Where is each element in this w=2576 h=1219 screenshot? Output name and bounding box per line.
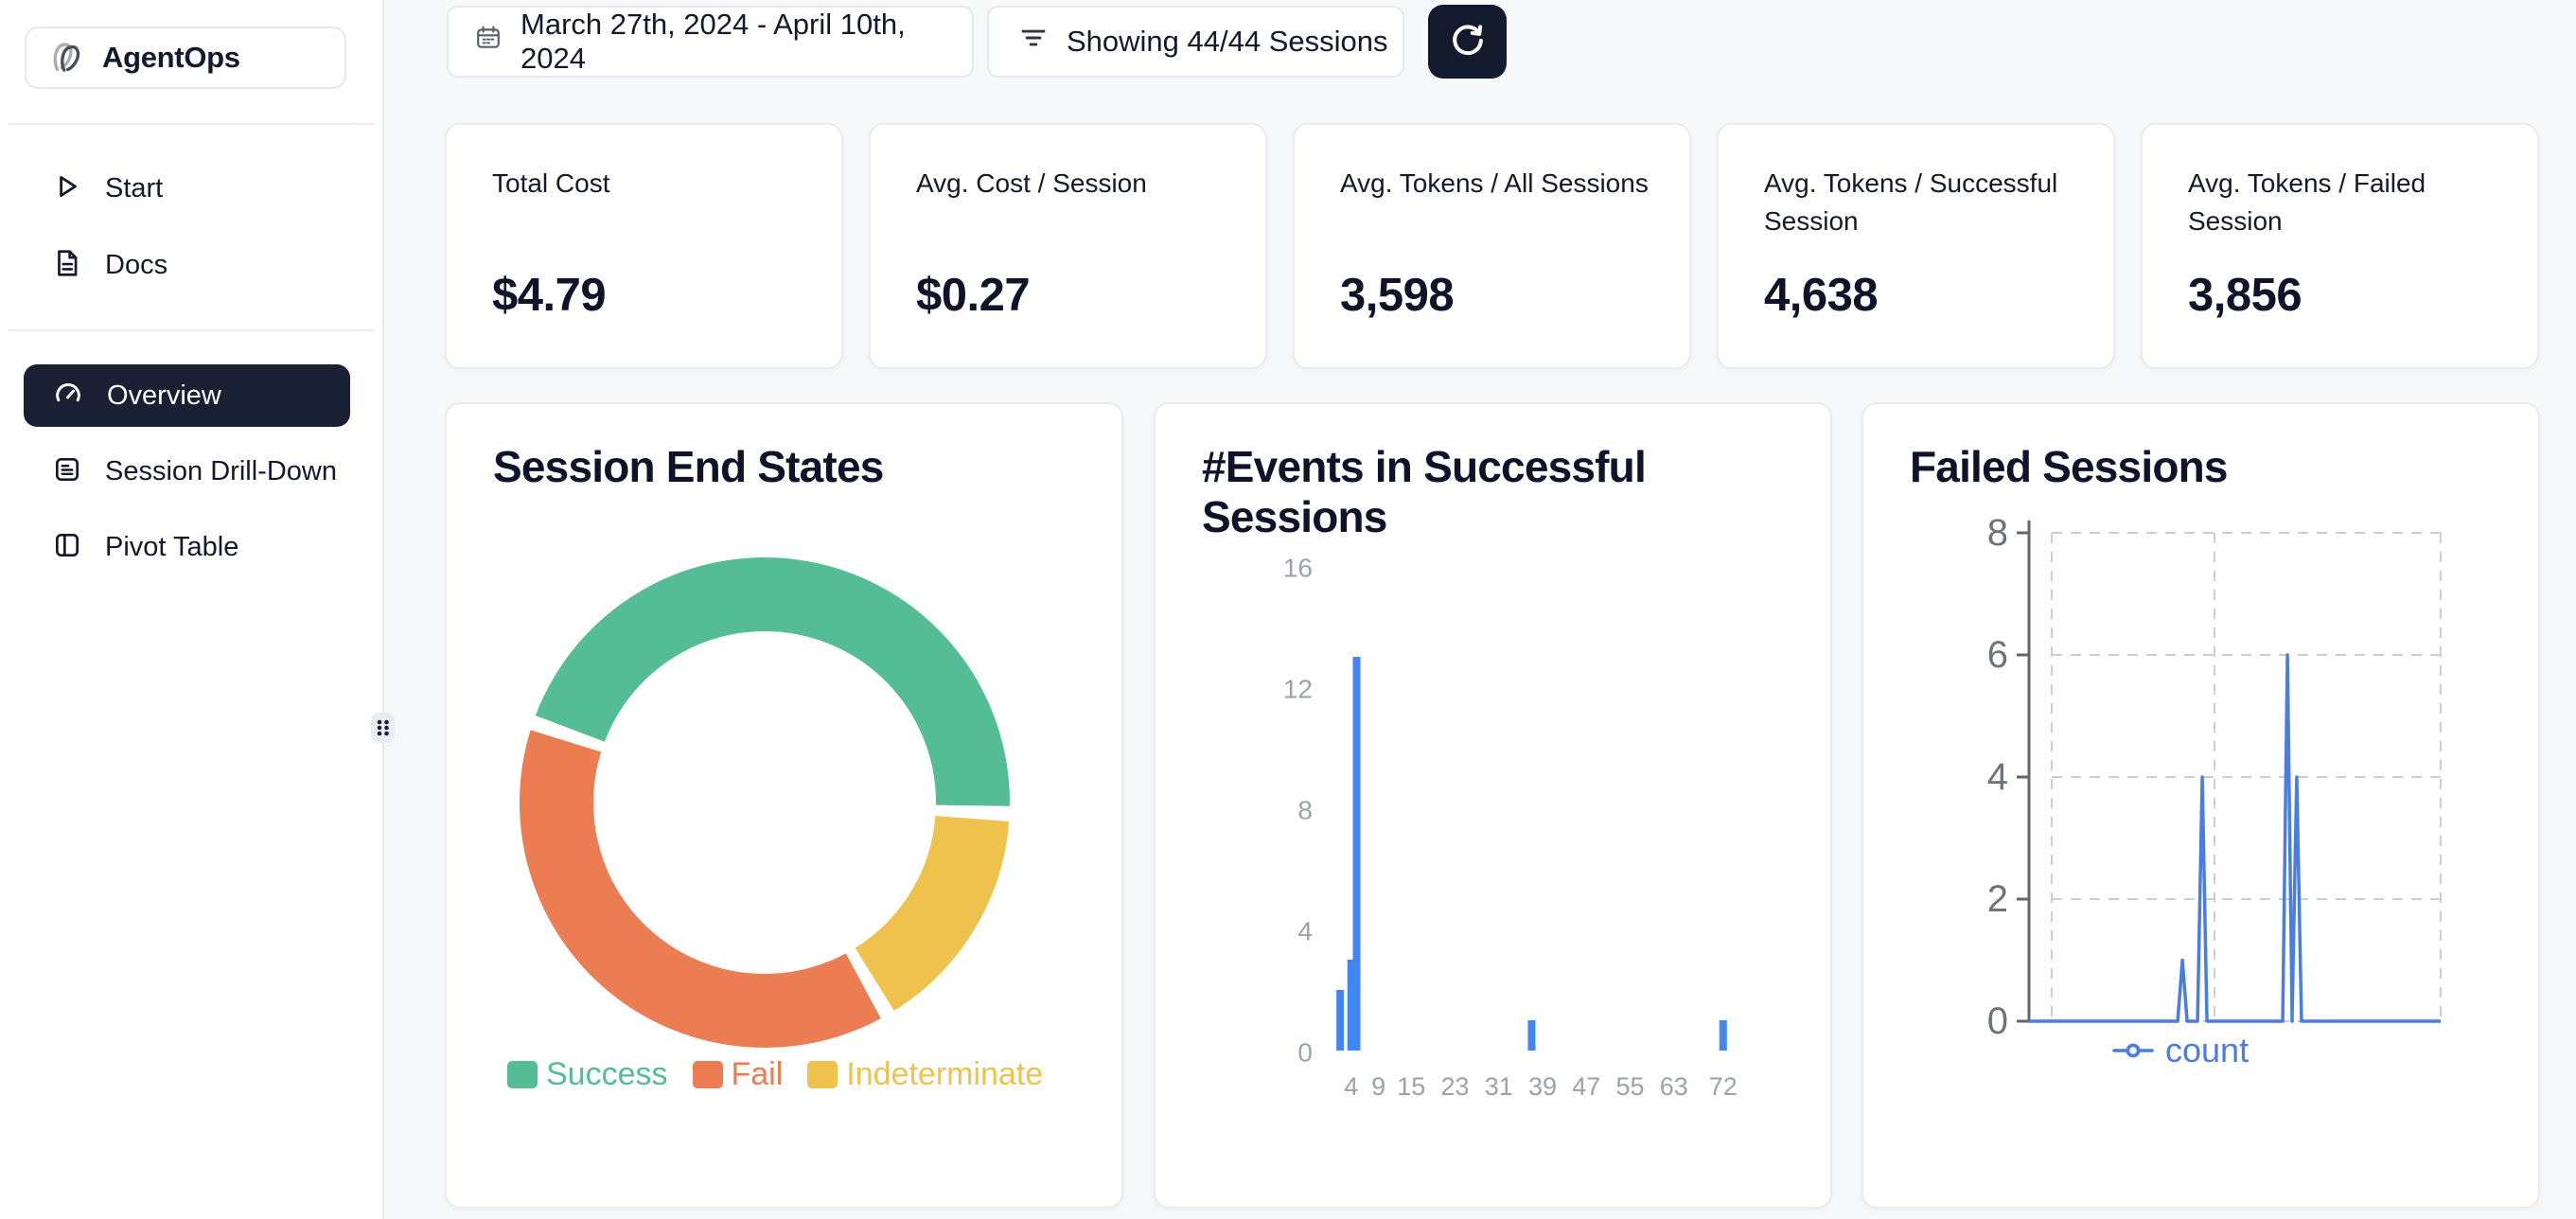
logo[interactable]: AgentOps — [25, 26, 346, 89]
grip-dots-icon — [377, 719, 389, 736]
stat-value: $0.27 — [916, 270, 1031, 321]
legend-label: Success — [546, 1055, 668, 1092]
y-axis-label: 0 — [1987, 1000, 2008, 1042]
events-histogram-card: #Events in Successful Sessions 0 4 8 12 16 4 9… — [1154, 402, 1832, 1209]
x-axis-label: 47 — [1572, 1072, 1600, 1101]
stat-label: Avg. Cost / Session — [916, 168, 1147, 198]
stat-card-avg-tokens-successful: Avg. Tokens / Successful Session 4,638 — [1717, 123, 2115, 369]
stat-card-avg-tokens-failed: Avg. Tokens / Failed Session 3,856 — [2141, 123, 2539, 369]
sidebar-item-label: Docs — [105, 249, 168, 280]
sessions-filter-text: Showing 44/44 Sessions — [1067, 25, 1388, 58]
paperclip-logo-icon — [47, 36, 87, 80]
sidebar: AgentOps Start Docs — [0, 0, 384, 1219]
bar[interactable] — [1336, 990, 1345, 1051]
sidebar-item-docs[interactable]: Docs — [24, 236, 350, 294]
chart-title: Session End States — [493, 442, 884, 491]
x-axis-label: 72 — [1709, 1072, 1738, 1101]
legend-swatch-fail — [692, 1060, 723, 1088]
sidebar-item-label: Start — [105, 172, 164, 203]
donut-segment-fail[interactable] — [520, 730, 881, 1048]
donut-segment-indeterminate[interactable] — [854, 815, 1010, 1011]
y-axis-label: 12 — [1283, 675, 1313, 704]
donut-segment-success[interactable] — [535, 557, 1010, 806]
y-axis-label: 4 — [1987, 756, 2008, 798]
session-end-states-donut[interactable] — [447, 404, 1125, 1210]
count-series-line[interactable] — [2029, 653, 2441, 1023]
logo-text: AgentOps — [102, 41, 240, 74]
sidebar-divider — [8, 329, 375, 331]
chart-title: #Events in Successful Sessions — [1202, 442, 1647, 541]
filter-icon — [1019, 24, 1048, 60]
gauge-icon — [52, 378, 84, 415]
failed-sessions-line-chart[interactable]: 0 2 4 6 8 — [1863, 404, 2542, 1210]
y-axis-label: 6 — [1987, 634, 2008, 676]
session-end-states-card: Session End States Success Fail Indeterm… — [445, 402, 1123, 1209]
x-axis-label: 9 — [1371, 1072, 1385, 1101]
panel-left-icon — [52, 530, 82, 565]
stat-value: $4.79 — [492, 270, 607, 321]
donut-legend: Success Fail Indeterminate — [507, 1055, 1067, 1093]
x-axis-label: 55 — [1615, 1072, 1644, 1101]
date-range-text: March 27th, 2024 - April 10th, 2024 — [520, 8, 906, 75]
sidebar-item-pivot-table[interactable]: Pivot Table — [24, 518, 350, 576]
y-axis-label: 2 — [1987, 878, 2008, 920]
legend-swatch-indeterminate — [807, 1060, 838, 1088]
bar[interactable] — [1347, 960, 1355, 1051]
sidebar-item-session-drill-down[interactable]: Session Drill-Down — [24, 442, 350, 501]
failed-sessions-card: Failed Sessions 0 2 4 6 8 count — [1861, 402, 2540, 1209]
chart-title: Failed Sessions — [1910, 442, 2229, 491]
bar[interactable] — [1719, 1020, 1727, 1051]
date-range-button[interactable]: March 27th, 2024 - April 10th, 2024 — [447, 6, 974, 78]
x-axis-label: 4 — [1344, 1072, 1358, 1101]
x-axis-label: 63 — [1660, 1072, 1688, 1101]
stat-value: 3,598 — [1340, 270, 1455, 321]
stat-value: 4,638 — [1764, 270, 1879, 321]
stat-label: Avg. Tokens / All Sessions — [1340, 168, 1649, 198]
legend-label: Indeterminate — [846, 1055, 1044, 1092]
x-axis-label: 23 — [1441, 1072, 1470, 1101]
sidebar-item-label: Pivot Table — [105, 531, 239, 562]
legend-item-indeterminate[interactable]: Indeterminate — [807, 1056, 1043, 1093]
sessions-filter-button[interactable]: Showing 44/44 Sessions — [987, 6, 1404, 78]
stat-card-avg-cost-session: Avg. Cost / Session $0.27 — [869, 123, 1267, 369]
stat-label: Avg. Tokens / Failed Session — [2188, 168, 2426, 236]
x-axis-label: 39 — [1528, 1072, 1557, 1101]
sidebar-divider — [8, 123, 375, 125]
refresh-icon — [1449, 22, 1487, 62]
y-axis-label: 8 — [1297, 796, 1313, 825]
play-icon — [52, 171, 82, 206]
legend-item-success[interactable]: Success — [507, 1056, 668, 1093]
bar[interactable] — [1352, 657, 1361, 1051]
line-marker-icon — [2112, 1043, 2154, 1058]
stat-card-avg-tokens-all: Avg. Tokens / All Sessions 3,598 — [1293, 123, 1691, 369]
stat-label: Avg. Tokens / Successful Session — [1764, 168, 2058, 236]
x-axis-label: 15 — [1397, 1072, 1425, 1101]
x-axis-label: 31 — [1485, 1072, 1513, 1101]
sidebar-item-overview[interactable]: Overview — [24, 364, 350, 427]
line-legend-count[interactable]: count — [2112, 1031, 2249, 1070]
bar[interactable] — [1527, 1020, 1536, 1051]
legend-item-fail[interactable]: Fail — [692, 1055, 784, 1093]
sidebar-resize-handle[interactable] — [371, 713, 395, 743]
sidebar-item-label: Session Drill-Down — [105, 455, 337, 486]
refresh-button[interactable] — [1428, 5, 1507, 79]
sidebar-item-start[interactable]: Start — [24, 159, 350, 218]
stat-label: Total Cost — [492, 168, 610, 198]
legend-swatch-success — [507, 1060, 538, 1088]
y-axis-label: 0 — [1297, 1038, 1313, 1068]
calendar-icon — [475, 25, 502, 59]
sidebar-item-label: Overview — [107, 380, 221, 411]
legend-label: Fail — [731, 1055, 784, 1092]
line-legend-label: count — [2165, 1031, 2250, 1069]
article-icon — [52, 454, 82, 489]
y-axis-label: 8 — [1987, 512, 2008, 554]
y-axis-label: 16 — [1283, 554, 1313, 583]
stat-card-total-cost: Total Cost $4.79 — [445, 123, 843, 369]
stat-value: 3,856 — [2188, 270, 2303, 321]
document-icon — [52, 248, 82, 283]
y-axis-label: 4 — [1297, 917, 1313, 946]
